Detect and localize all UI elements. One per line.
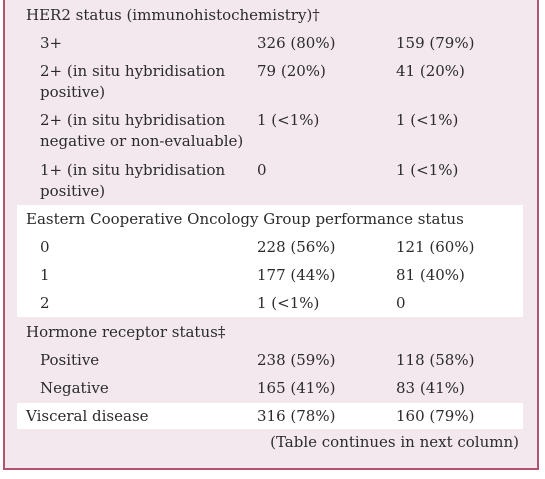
ecog-band xyxy=(17,205,523,317)
row-label: 3+ xyxy=(40,34,63,52)
her2-band xyxy=(17,0,523,203)
cell-value: 83 (41%) xyxy=(396,379,465,397)
section-heading: HER2 status (immunohistochemistry)† xyxy=(26,6,320,24)
cell-value: 81 (40%) xyxy=(396,266,465,284)
cell-value: 121 (60%) xyxy=(396,238,475,256)
row-label: 1+ (in situ hybridisation xyxy=(40,161,226,179)
cell-value: 79 (20%) xyxy=(257,62,326,80)
row-label: positive) xyxy=(40,182,106,200)
cell-value: 177 (44%) xyxy=(257,266,336,284)
row-label: 2+ (in situ hybridisation xyxy=(40,62,226,80)
cell-value: 326 (80%) xyxy=(257,34,336,52)
cell-value: 1 (<1%) xyxy=(396,161,459,179)
row-label: 2 xyxy=(40,294,50,312)
cell-value: 0 xyxy=(396,294,406,312)
cell-value: 160 (79%) xyxy=(396,407,475,425)
cell-value: 1 (<1%) xyxy=(257,294,320,312)
row-label: positive) xyxy=(40,83,106,101)
cell-value: 316 (78%) xyxy=(257,407,336,425)
visceral-band xyxy=(17,403,523,429)
row-label: negative or non-evaluable) xyxy=(40,132,244,150)
cell-value: 238 (59%) xyxy=(257,351,336,369)
row-label: 2+ (in situ hybridisation xyxy=(40,111,226,129)
cell-value: 0 xyxy=(257,161,267,179)
cell-value: 1 (<1%) xyxy=(257,111,320,129)
hormone-band xyxy=(17,318,523,402)
section-heading: Eastern Cooperative Oncology Group perfo… xyxy=(26,210,464,228)
cell-value: 159 (79%) xyxy=(396,34,475,52)
cell-value: 1 (<1%) xyxy=(396,111,459,129)
table-continues-note: (Table continues in next column) xyxy=(270,433,519,451)
row-label: 0 xyxy=(40,238,50,256)
cell-value: 41 (20%) xyxy=(396,62,465,80)
section-heading: Visceral disease xyxy=(26,407,149,425)
section-heading: Hormone receptor status‡ xyxy=(26,323,226,341)
row-label: Negative xyxy=(40,379,109,397)
cell-value: 228 (56%) xyxy=(257,238,336,256)
row-label: Positive xyxy=(40,351,100,369)
row-label: 1 xyxy=(40,266,50,284)
cell-value: 118 (58%) xyxy=(396,351,475,369)
cell-value: 165 (41%) xyxy=(257,379,336,397)
